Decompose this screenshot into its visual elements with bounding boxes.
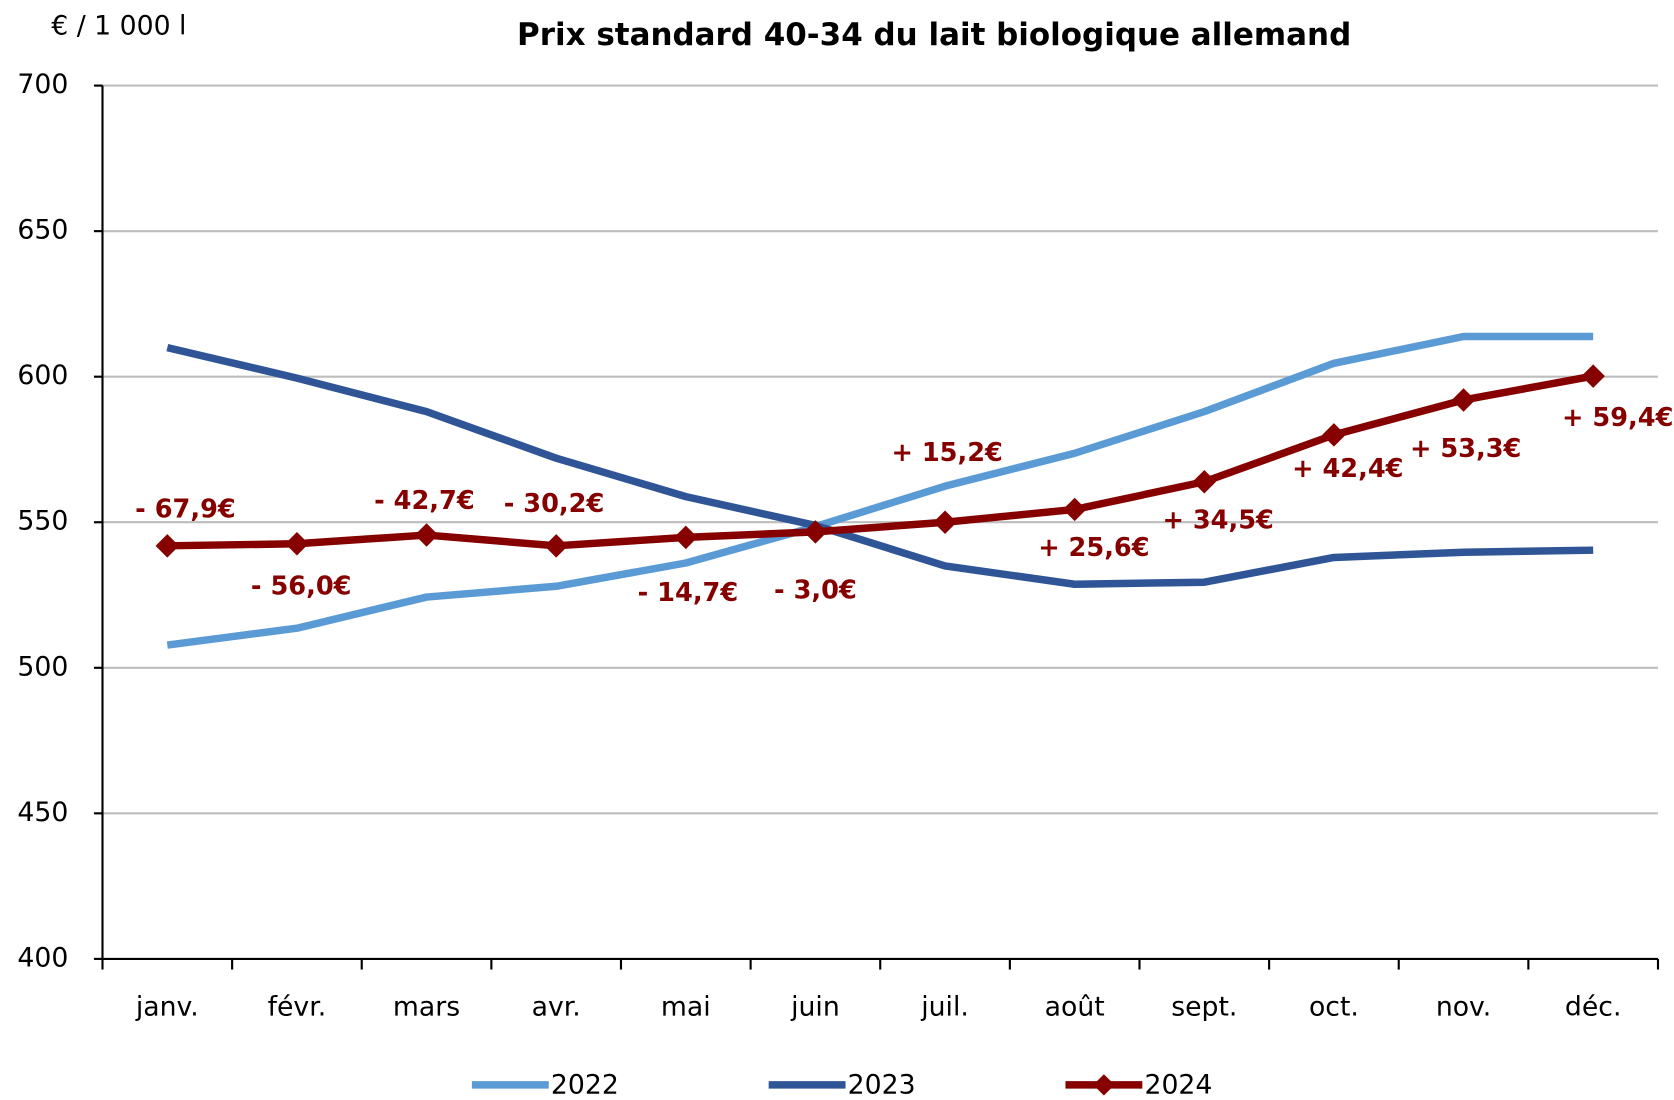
- x-tick-label: mars: [393, 992, 460, 1023]
- x-tick-label: févr.: [268, 992, 327, 1023]
- x-tick-label: déc.: [1565, 992, 1622, 1023]
- y-tick-label: 450: [17, 797, 68, 828]
- x-tick-label: janv.: [135, 992, 199, 1023]
- line: [166, 343, 1594, 588]
- marker: [803, 520, 828, 544]
- x-tick-label: juil.: [920, 992, 969, 1023]
- annotation: + 42,4€: [1292, 454, 1403, 484]
- marker: [1062, 497, 1087, 522]
- y-axis-label: € / 1 000 l: [51, 10, 186, 41]
- marker: [933, 510, 957, 534]
- annotation: - 56,0€: [251, 572, 352, 602]
- marker: [1322, 423, 1346, 447]
- annotation: - 14,7€: [638, 578, 739, 608]
- legend-label: 2024: [1144, 1069, 1212, 1100]
- annotation: - 30,2€: [504, 489, 605, 519]
- legend-label: 2023: [848, 1069, 916, 1100]
- marker: [414, 523, 439, 547]
- annotation: - 42,7€: [374, 486, 475, 516]
- x-tick-label: nov.: [1436, 992, 1491, 1023]
- annotation: - 3,0€: [774, 576, 857, 606]
- legend-label: 2022: [551, 1069, 619, 1100]
- annotation: + 59,4€: [1562, 403, 1673, 433]
- annotation: + 53,3€: [1410, 434, 1521, 464]
- marker: [1581, 364, 1605, 388]
- x-tick-label: mai: [661, 992, 711, 1023]
- y-tick-label: 400: [17, 942, 68, 973]
- x-tick-label: oct.: [1309, 992, 1359, 1023]
- marker: [155, 534, 180, 558]
- annotation: + 34,5€: [1162, 505, 1273, 535]
- y-tick-label: 500: [17, 651, 68, 682]
- marker: [1192, 470, 1217, 494]
- annotation: + 25,6€: [1038, 533, 1149, 563]
- x-tick-label: sept.: [1171, 992, 1237, 1023]
- y-tick-label: 550: [17, 506, 68, 537]
- marker: [285, 532, 309, 556]
- chart-title: Prix standard 40-34 du lait biologique a…: [517, 17, 1351, 53]
- line: [166, 332, 1594, 649]
- marker: [544, 534, 568, 558]
- marker: [1451, 388, 1476, 412]
- y-tick-label: 650: [17, 215, 68, 246]
- y-tick-label: 700: [17, 69, 68, 100]
- x-tick-label: août: [1045, 992, 1105, 1023]
- x-tick-label: avr.: [532, 992, 581, 1023]
- legend-marker: [1093, 1074, 1115, 1096]
- annotation: - 67,9€: [135, 495, 236, 525]
- y-tick-label: 600: [17, 360, 68, 391]
- marker: [674, 525, 698, 550]
- line: [167, 372, 1594, 550]
- annotation: + 15,2€: [891, 438, 1002, 468]
- x-tick-label: juin: [790, 992, 840, 1023]
